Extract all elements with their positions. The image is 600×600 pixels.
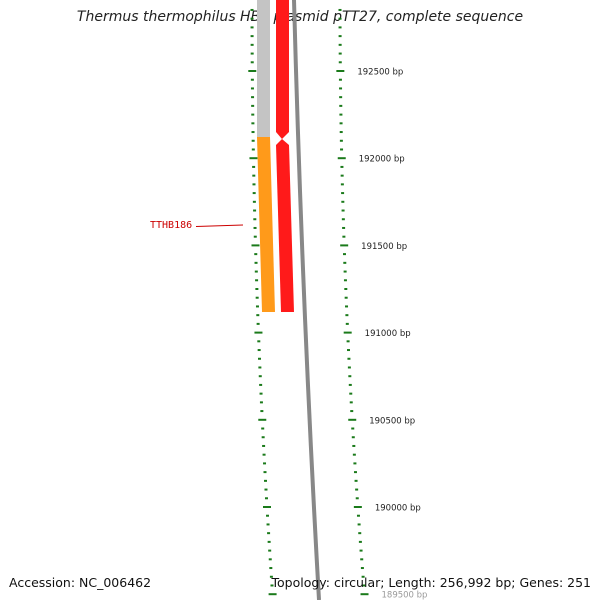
outer-tick-marks	[336, 8, 369, 596]
map-title: Thermus thermophilus HB8 plasmid pTT27, …	[76, 9, 524, 25]
gene-red-upper[interactable]	[276, 0, 289, 139]
gene-feature-gray[interactable]	[257, 0, 270, 137]
position-label: 189500 bp	[382, 591, 428, 600]
gene-feature-red[interactable]	[276, 0, 294, 312]
position-label: 192500 bp	[357, 68, 403, 78]
gene-gray-band[interactable]	[257, 0, 270, 137]
position-label: 190500 bp	[369, 416, 415, 426]
gene-red-lower[interactable]	[276, 139, 294, 312]
backbone-line	[292, 0, 321, 600]
position-label: 191500 bp	[361, 242, 407, 252]
gene-label[interactable]: TTHB186	[150, 220, 192, 231]
gene-label-leader	[195, 224, 244, 227]
gene-orange-band[interactable]	[257, 137, 275, 312]
position-label: 191000 bp	[365, 329, 411, 339]
gene-feature-tthb186[interactable]	[257, 137, 275, 312]
position-labels: 192500 bp 192000 bp 191500 bp 191000 bp 1905…	[357, 68, 427, 600]
topology-text: Topology: circular; Length: 256,992 bp; …	[271, 575, 592, 590]
position-label: 192000 bp	[359, 155, 405, 165]
inner-tick-marks	[248, 8, 277, 596]
sequence-backbone	[292, 0, 321, 600]
accession-text: Accession: NC_006462	[9, 575, 152, 590]
position-label: 190000 bp	[375, 504, 421, 514]
